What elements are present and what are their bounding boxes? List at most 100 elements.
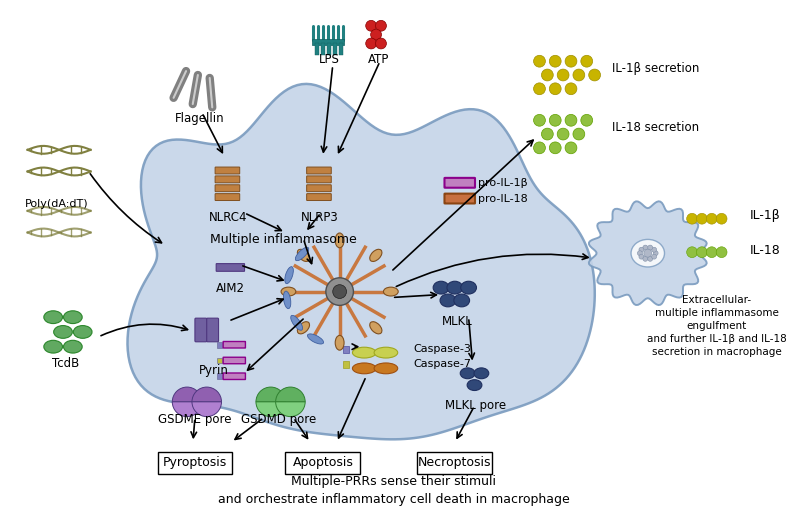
Circle shape [643, 257, 648, 261]
Circle shape [326, 278, 354, 305]
Circle shape [550, 142, 561, 154]
Text: IL-18: IL-18 [750, 244, 781, 257]
Circle shape [686, 213, 698, 224]
Circle shape [638, 251, 642, 255]
Ellipse shape [447, 281, 462, 294]
Ellipse shape [44, 340, 62, 353]
Circle shape [697, 247, 707, 258]
Circle shape [716, 247, 727, 258]
Ellipse shape [631, 240, 665, 267]
Ellipse shape [285, 267, 294, 284]
Polygon shape [589, 201, 706, 305]
Circle shape [565, 55, 577, 67]
Text: pro-IL-1β: pro-IL-1β [478, 178, 528, 188]
Text: IL-1β: IL-1β [750, 209, 781, 222]
Circle shape [706, 247, 717, 258]
Circle shape [550, 114, 561, 126]
FancyBboxPatch shape [445, 193, 475, 204]
Text: ATP: ATP [368, 54, 390, 66]
FancyBboxPatch shape [306, 185, 331, 192]
Wedge shape [172, 402, 202, 417]
Bar [327, 43, 330, 55]
Ellipse shape [335, 233, 344, 248]
Bar [333, 43, 337, 55]
Bar [321, 43, 325, 55]
Circle shape [366, 38, 377, 49]
Bar [315, 43, 319, 55]
Ellipse shape [290, 315, 302, 330]
Ellipse shape [335, 335, 344, 350]
FancyBboxPatch shape [223, 373, 246, 379]
Wedge shape [276, 402, 305, 417]
Ellipse shape [54, 325, 72, 338]
Circle shape [534, 55, 546, 67]
Bar [312, 39, 343, 46]
FancyBboxPatch shape [195, 318, 206, 342]
Circle shape [565, 83, 577, 95]
Text: Apoptosis: Apoptosis [293, 456, 354, 470]
Text: Poly(dA:dT): Poly(dA:dT) [26, 199, 89, 209]
Bar [342, 346, 350, 352]
Text: GSDME pore: GSDME pore [158, 413, 232, 426]
FancyBboxPatch shape [215, 193, 240, 200]
FancyBboxPatch shape [206, 318, 218, 342]
Circle shape [639, 248, 644, 252]
Circle shape [653, 251, 658, 255]
Bar [158, 452, 232, 474]
Ellipse shape [307, 334, 323, 344]
Circle shape [589, 69, 601, 81]
Bar [338, 43, 342, 55]
FancyBboxPatch shape [445, 178, 475, 188]
Ellipse shape [295, 248, 309, 261]
Ellipse shape [298, 322, 310, 334]
Ellipse shape [474, 368, 489, 379]
Text: Flagellin: Flagellin [175, 112, 225, 126]
Bar [217, 342, 222, 348]
Text: IL-18 secretion: IL-18 secretion [612, 121, 699, 134]
Circle shape [550, 83, 561, 95]
Ellipse shape [467, 379, 482, 391]
Text: Multiple-PRRs sense their stimuli
and orchestrate inflammatory cell death in mac: Multiple-PRRs sense their stimuli and or… [218, 475, 570, 506]
Text: Caspase-3: Caspase-3 [414, 343, 471, 354]
Circle shape [581, 55, 593, 67]
Ellipse shape [353, 347, 376, 358]
Text: pro-IL-18: pro-IL-18 [478, 194, 528, 204]
Ellipse shape [454, 294, 470, 307]
Circle shape [558, 128, 569, 140]
Text: Pyroptosis: Pyroptosis [162, 456, 227, 470]
Text: NLRC4: NLRC4 [209, 211, 248, 224]
Circle shape [652, 248, 657, 252]
Circle shape [550, 55, 561, 67]
Ellipse shape [433, 281, 449, 294]
Circle shape [644, 249, 652, 257]
Text: Extracellular-
multiple inflammasome
engulfment
and further IL-1β and IL-18
secr: Extracellular- multiple inflammasome eng… [647, 295, 786, 357]
FancyBboxPatch shape [306, 167, 331, 174]
Ellipse shape [374, 347, 398, 358]
Text: MLKL: MLKL [442, 315, 472, 328]
Text: GSDMD pore: GSDMD pore [241, 413, 316, 426]
Circle shape [375, 20, 386, 31]
Wedge shape [192, 387, 222, 402]
Bar [418, 452, 492, 474]
Text: TcdB: TcdB [52, 357, 79, 369]
Ellipse shape [461, 281, 477, 294]
Wedge shape [276, 387, 305, 402]
Wedge shape [256, 402, 286, 417]
Ellipse shape [281, 287, 296, 296]
Circle shape [652, 254, 657, 259]
FancyBboxPatch shape [215, 176, 240, 183]
FancyBboxPatch shape [223, 357, 246, 364]
Circle shape [648, 245, 653, 250]
Text: AIM2: AIM2 [216, 282, 245, 295]
Bar [217, 373, 222, 379]
Wedge shape [172, 387, 202, 402]
Ellipse shape [370, 249, 382, 261]
Ellipse shape [298, 249, 310, 261]
Circle shape [573, 128, 585, 140]
Polygon shape [127, 84, 594, 439]
Wedge shape [192, 402, 222, 417]
FancyBboxPatch shape [215, 185, 240, 192]
Ellipse shape [63, 340, 82, 353]
Wedge shape [256, 387, 286, 402]
Circle shape [542, 128, 554, 140]
